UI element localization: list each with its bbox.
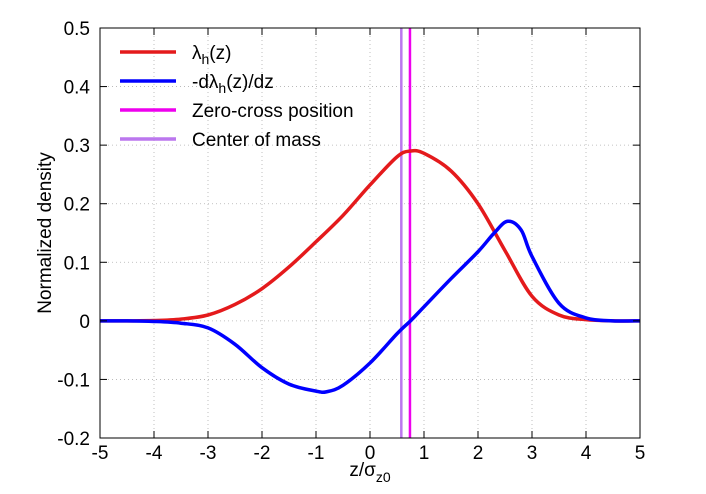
x-tick-label: 3 — [527, 443, 538, 464]
y-tick-label: 0.5 — [64, 19, 90, 40]
x-tick-label: -4 — [146, 443, 163, 464]
x-tick-label: 1 — [419, 443, 430, 464]
x-tick-label: 5 — [635, 443, 646, 464]
x-tick-label: -5 — [92, 443, 109, 464]
legend-label: Center of mass — [192, 130, 321, 151]
vertical-markers — [400, 28, 412, 438]
x-tick-label: -2 — [254, 443, 271, 464]
grid — [100, 28, 640, 438]
x-tick-label: 0 — [365, 443, 376, 464]
legend: λh(z) -dλh(z)/dz Zero-cross position Center… — [120, 43, 354, 151]
y-axis-label: Normalized density — [35, 152, 56, 314]
legend-label: Zero-cross position — [192, 101, 354, 122]
series-line-2 — [99, 219, 641, 395]
legend-label: λh(z) — [192, 43, 231, 67]
legend-label: -dλh(z)/dz — [192, 72, 274, 96]
y-tick-label: -0.1 — [57, 370, 90, 391]
x-tick-label: -3 — [200, 443, 217, 464]
series-lines — [99, 148, 641, 395]
y-tick-label: 0.2 — [64, 195, 90, 216]
series-line-1 — [99, 148, 641, 323]
x-axis-label: z/σz0 — [349, 460, 391, 485]
x-tick-label: -1 — [308, 443, 325, 464]
x-tick-label: 4 — [581, 443, 592, 464]
axis-labels: z/σz0 Normalized density — [35, 152, 391, 485]
x-tick-label: 2 — [473, 443, 484, 464]
y-tick-label: 0 — [79, 312, 90, 333]
tick-labels: -5 -4 -3 -2 -1 0 1 2 3 4 5 -0.2 -0.1 0 0.1 0.2 0.3 0.4 0.5 — [57, 19, 645, 464]
y-tick-label: 0.4 — [64, 78, 91, 99]
y-tick-label: -0.2 — [57, 429, 90, 450]
y-tick-label: 0.1 — [64, 253, 90, 274]
axis-ticks — [99, 27, 641, 439]
y-tick-label: 0.3 — [64, 136, 90, 157]
